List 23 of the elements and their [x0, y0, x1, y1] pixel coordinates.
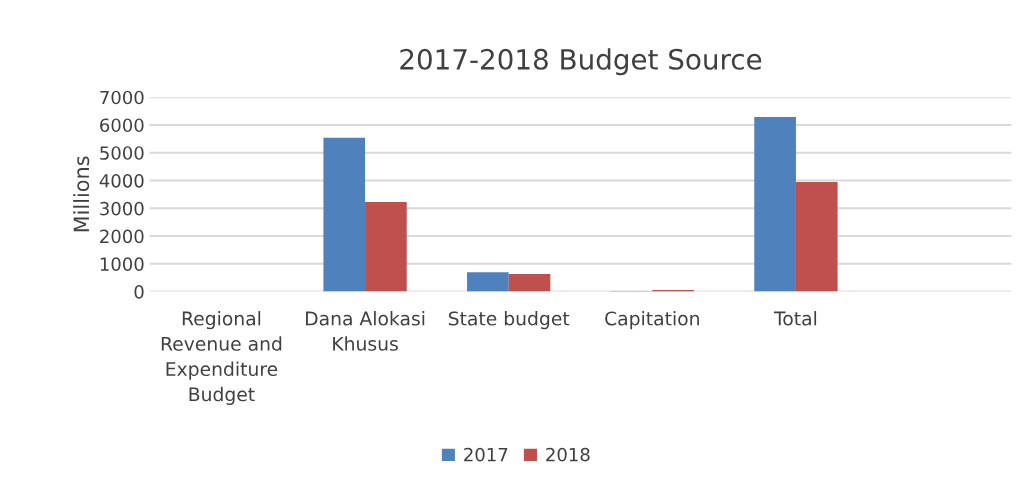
- bar: [795, 181, 838, 292]
- bar: [467, 272, 509, 292]
- x-tick-label: Dana Alokasi Khusus: [306, 311, 425, 351]
- y-tick-label: 3000: [100, 201, 144, 216]
- x-tick-label: Regional Revenue and Expenditure Budget: [161, 311, 282, 405]
- y-tick-label: 7000: [100, 90, 144, 105]
- x-tick-label: State budget: [448, 311, 570, 330]
- y-tick-label: 0: [134, 285, 144, 299]
- y-tick-label: 6000: [100, 118, 144, 133]
- bar: [754, 116, 796, 292]
- y-tick-label: 1000: [100, 257, 144, 271]
- bar: [508, 274, 551, 292]
- y-axis-title: Millions: [73, 156, 90, 232]
- bar: [323, 137, 366, 292]
- y-tick-label: 2000: [100, 229, 144, 244]
- y-tick-label: 5000: [100, 146, 144, 160]
- legend-label: 2017: [464, 447, 508, 462]
- y-tick-label: 4000: [99, 173, 144, 188]
- chart-title: 2017-2018 Budget Source: [400, 48, 762, 76]
- bar: [365, 201, 407, 292]
- x-tick-label: Total: [773, 311, 817, 326]
- legend-label: 2018: [546, 447, 590, 462]
- x-tick-label: Capitation: [605, 311, 699, 330]
